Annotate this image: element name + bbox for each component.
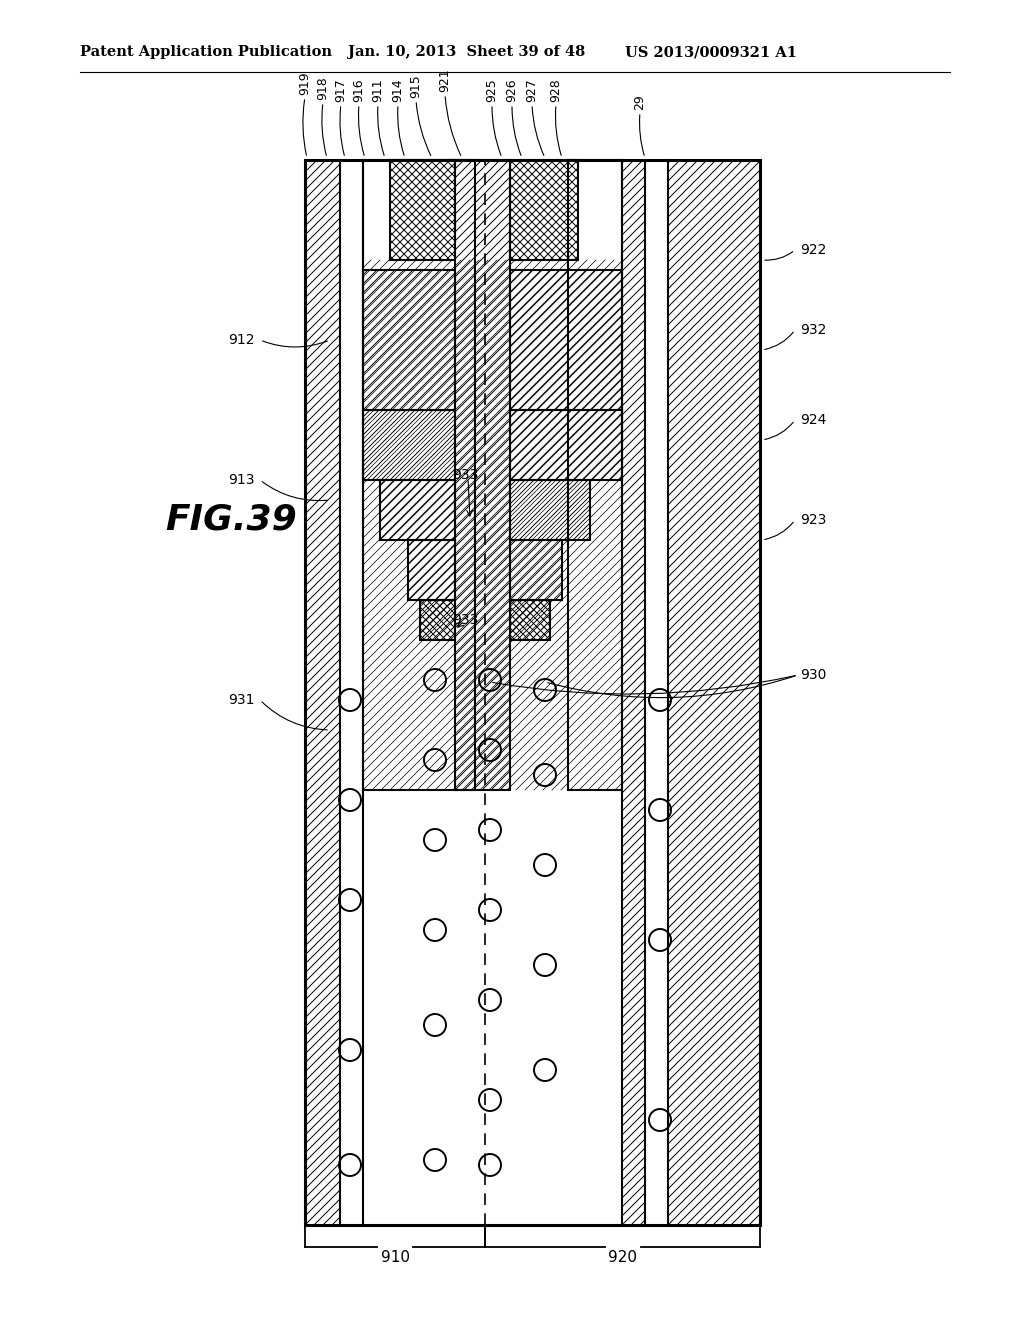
Text: 914: 914 [391,78,404,102]
Text: Patent Application Publication: Patent Application Publication [80,45,332,59]
Text: 926: 926 [506,78,518,102]
Text: 918: 918 [316,77,330,100]
Text: 910: 910 [381,1250,410,1265]
Text: 915: 915 [410,74,423,98]
Bar [510,411,622,480]
Text: 919: 919 [299,71,311,95]
Bar [408,540,455,601]
Bar [420,601,455,640]
Bar [305,160,760,1225]
Text: 913: 913 [228,473,255,487]
Text: 921: 921 [438,69,452,92]
Text: 925: 925 [485,78,499,102]
Bar [455,160,510,789]
Bar [510,160,578,260]
Text: 931: 931 [228,693,255,708]
Text: 920: 920 [608,1250,637,1265]
Bar [380,480,455,540]
Text: 933: 933 [452,469,478,482]
Bar [390,160,455,260]
Text: 29: 29 [634,94,646,110]
Text: 928: 928 [550,78,562,102]
Bar [510,271,622,411]
Bar [362,411,455,480]
Text: FIG.39: FIG.39 [165,503,297,537]
Text: Jan. 10, 2013  Sheet 39 of 48: Jan. 10, 2013 Sheet 39 of 48 [348,45,586,59]
Text: 917: 917 [335,78,347,102]
Text: 924: 924 [800,413,826,426]
Text: 927: 927 [525,78,539,102]
Bar [568,160,622,789]
Bar [510,540,562,601]
Text: 933: 933 [452,612,478,627]
Text: 922: 922 [800,243,826,257]
Bar [510,601,550,640]
Text: 916: 916 [352,78,366,102]
Text: US 2013/0009321 A1: US 2013/0009321 A1 [625,45,797,59]
Bar [362,160,475,789]
Text: 912: 912 [228,333,255,347]
Text: 932: 932 [800,323,826,337]
Bar [510,480,590,540]
Text: 911: 911 [372,78,384,102]
Text: 930: 930 [800,668,826,682]
Bar [362,271,455,411]
Text: 923: 923 [800,513,826,527]
